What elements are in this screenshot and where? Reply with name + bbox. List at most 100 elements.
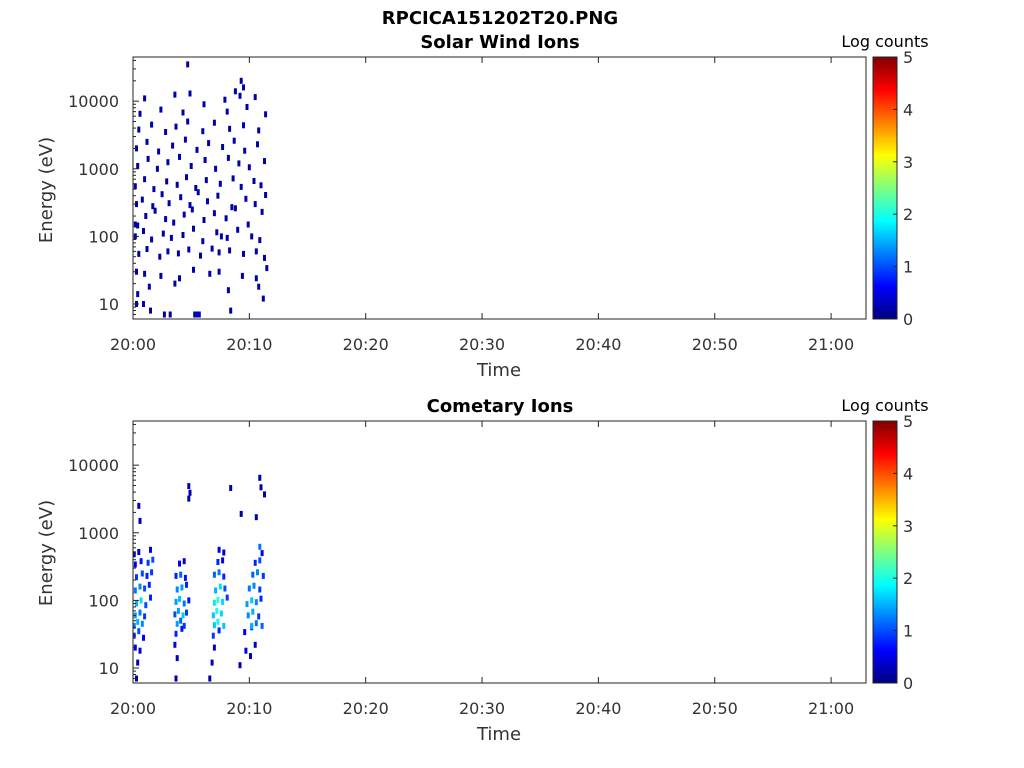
panel-cometary-ions: Cometary Ions Log counts Time Energy (eV… [36, 396, 929, 745]
y-tick-label: 1000 [78, 160, 119, 179]
heatmap-cell [216, 559, 220, 565]
colorbar-label: Log counts [841, 32, 928, 51]
heatmap-cell [151, 203, 155, 210]
heatmap-cell [249, 653, 252, 660]
heatmap-cell [146, 155, 150, 162]
heatmap-cell [136, 618, 140, 625]
heatmap-cell [143, 95, 147, 102]
heatmap-cell [179, 571, 183, 578]
heatmap-cell [182, 622, 186, 629]
heatmap-cell [250, 622, 254, 629]
x-tick-label: 20:40 [575, 699, 621, 718]
heatmap-cell [174, 598, 178, 605]
heatmap-cell [181, 109, 185, 116]
colorbar-tick-label: 0 [903, 310, 913, 329]
heatmap-cell [145, 138, 149, 145]
heatmap-cell [136, 163, 140, 169]
heatmap-cell [133, 561, 137, 568]
heatmap-cell [259, 484, 263, 491]
heatmap-cell [137, 502, 141, 509]
heatmap-cell [188, 202, 192, 209]
colorbar-tick-label: 4 [903, 100, 913, 119]
heatmap-cell [145, 246, 149, 252]
heatmap-cell [178, 560, 181, 567]
heatmap-cell [135, 201, 138, 208]
heatmap-cell [181, 232, 185, 238]
heatmap-cell [178, 153, 181, 160]
heatmap-cell [180, 584, 184, 591]
heatmap-cell [171, 142, 175, 149]
heatmap-cell [150, 236, 154, 243]
heatmap-cell [244, 647, 248, 654]
heatmap-cell [225, 108, 229, 115]
heatmap-cell [257, 283, 261, 290]
heatmap-cell [144, 213, 148, 219]
heatmap-cell [261, 295, 265, 302]
heatmap-cell [173, 91, 177, 98]
heatmap-cell [263, 254, 266, 261]
x-tick-label: 21:00 [808, 335, 854, 354]
heatmap-cell [137, 628, 141, 635]
heatmap-cell [162, 311, 166, 318]
heatmap-cells [133, 61, 269, 318]
plot-frame [132, 56, 867, 320]
heatmap-cell [164, 129, 168, 135]
heatmap-cell [133, 587, 137, 594]
heatmap-cell [222, 573, 226, 580]
heatmap-cell [165, 178, 169, 185]
heatmap-cell [159, 106, 163, 113]
y-tick-label: 10000 [68, 92, 119, 111]
heatmap-cell [242, 250, 245, 257]
heatmap-cell [175, 655, 179, 662]
heatmap-cell [183, 574, 187, 581]
heatmap-cell [155, 165, 159, 172]
panel-solar-wind-ions: Solar Wind Ions Log counts Time Energy (… [36, 32, 929, 381]
heatmap-cell [187, 483, 191, 490]
heatmap-cell [224, 215, 228, 222]
heatmap-cell [164, 216, 168, 223]
heatmap-cell [258, 557, 262, 564]
x-tick-label: 20:00 [110, 699, 156, 718]
heatmap-cell [254, 275, 258, 282]
heatmap-cell [244, 195, 248, 202]
heatmap-cell [218, 583, 222, 590]
x-tick-label: 20:20 [343, 335, 389, 354]
heatmap-cell [138, 647, 142, 654]
heatmap-cell [233, 88, 237, 95]
heatmap-cell [257, 127, 261, 134]
heatmap-cell [139, 597, 143, 604]
heatmap-cell [176, 250, 180, 257]
panel-title: Cometary Ions [427, 396, 574, 417]
heatmap-cell [233, 205, 237, 212]
y-axis-label: Energy (eV) [36, 137, 57, 243]
heatmap-cell [236, 226, 240, 233]
heatmap-cell [237, 160, 241, 167]
heatmap-cell [219, 610, 223, 617]
heatmap-cell [204, 177, 208, 184]
heatmap-cell [195, 146, 199, 153]
heatmap-cell [150, 569, 154, 576]
heatmap-cell [242, 84, 245, 91]
heatmap-cell [138, 609, 142, 616]
heatmap-cell [143, 176, 147, 183]
heatmap-cell [182, 600, 186, 607]
heatmap-cell [157, 148, 161, 155]
heatmap-cell [264, 192, 268, 198]
heatmap-cell [206, 198, 209, 205]
heatmap-cell [216, 596, 220, 603]
x-axis-label: Time [476, 360, 521, 381]
heatmap-cell [212, 644, 216, 651]
heatmap-cell [212, 210, 216, 217]
heatmap-cell [168, 311, 172, 318]
x-tick-label: 21:00 [808, 699, 854, 718]
heatmap-cell [143, 613, 147, 620]
heatmap-cell [222, 549, 226, 556]
heatmap-cell [210, 245, 214, 252]
heatmap-cell [202, 101, 206, 108]
heatmap-cell [178, 275, 181, 282]
heatmap-cell [136, 222, 140, 229]
heatmap-cell [251, 608, 255, 615]
x-tick-label: 20:50 [692, 335, 738, 354]
heatmap-cell [140, 196, 144, 203]
heatmap-cell [215, 607, 219, 614]
